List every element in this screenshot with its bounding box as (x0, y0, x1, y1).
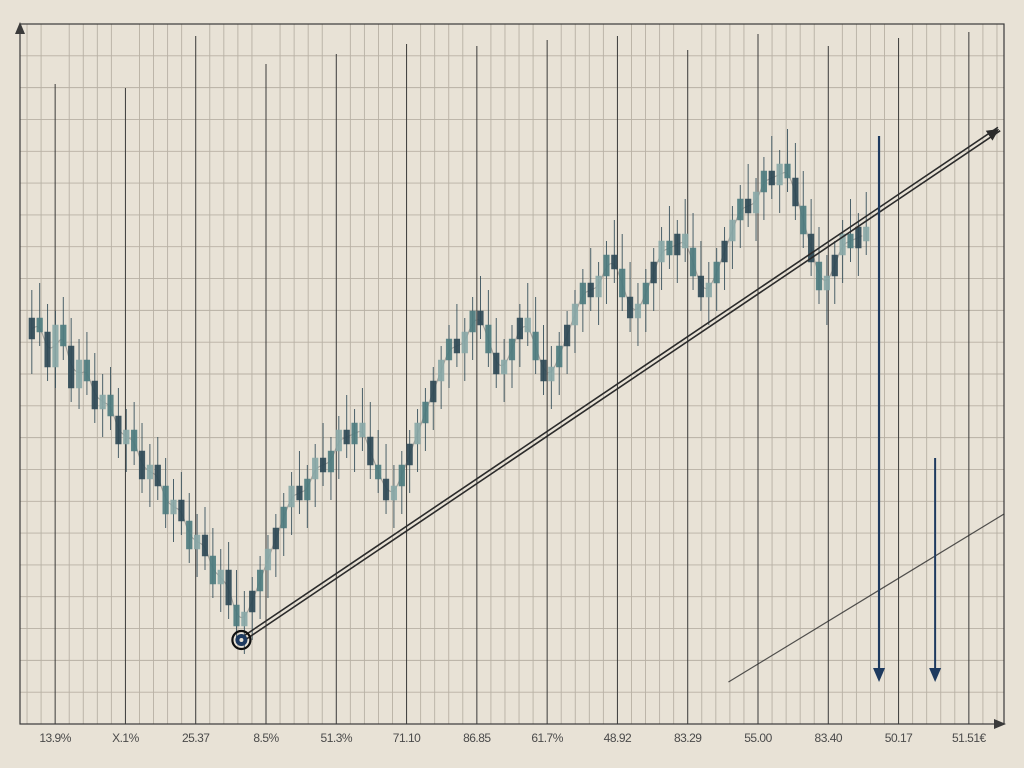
x-axis-label: 86.85 (463, 731, 491, 745)
x-axis-label: 51.3% (321, 731, 353, 745)
chart-stage: 13.9% X.1% 25.37 8.5% 51.3% 71.10 86.85 61.7% 48… (0, 0, 1024, 768)
candlestick-chart: 13.9% X.1% 25.37 8.5% 51.3% 71.10 86.85 61.7% 48… (0, 0, 1024, 768)
x-axis-label: X.1% (112, 731, 140, 745)
x-axis-label: 61.7% (531, 731, 563, 745)
x-axis-label: 71.10 (393, 731, 421, 745)
x-axis-label: 83.29 (674, 731, 702, 745)
x-axis-label: 51.51€ (952, 731, 987, 745)
x-axis-label: 25.37 (182, 731, 210, 745)
x-axis-label: 50.17 (885, 731, 913, 745)
x-axis-label: 55.00 (744, 731, 772, 745)
x-axis-label: 13.9% (39, 731, 71, 745)
x-axis-label: 48.92 (604, 731, 632, 745)
x-axis-label: 83.40 (815, 731, 843, 745)
x-axis-label: 8.5% (253, 731, 279, 745)
